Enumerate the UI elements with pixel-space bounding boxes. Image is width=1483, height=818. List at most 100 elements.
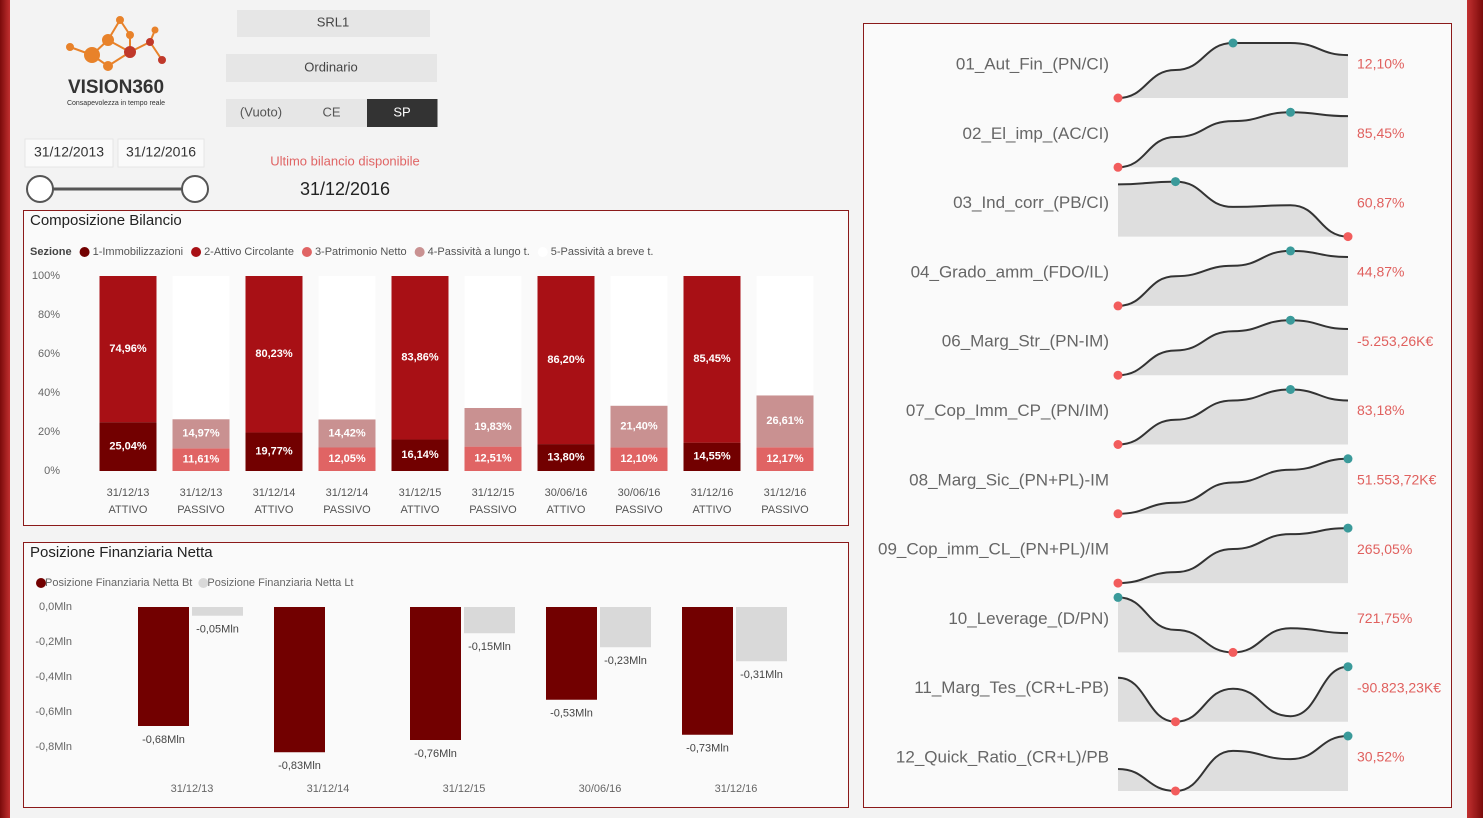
button-label: SP (393, 104, 410, 119)
sparkline (1117, 249, 1349, 307)
slider-handle[interactable] (26, 175, 54, 203)
bar-segment (610, 276, 668, 406)
logo (66, 16, 166, 71)
data-label: -0,23Mln (604, 655, 647, 667)
kpi-value: 60,87% (1357, 194, 1404, 210)
data-label: 16,14% (401, 449, 439, 461)
bar-segment (318, 447, 376, 471)
kpi-label: 09_Cop_imm_CL_(PN+PL)/IM (878, 540, 1109, 559)
data-label: 74,96% (109, 343, 147, 355)
sparkline-area (1118, 666, 1348, 722)
button[interactable] (367, 99, 438, 127)
date-to-box[interactable] (117, 138, 205, 168)
x-tick-label: ATTIVO (547, 504, 586, 516)
data-label: 83,86% (401, 352, 439, 364)
data-label: 13,80% (547, 451, 585, 463)
bar-segment (99, 276, 157, 423)
bar-segment (172, 419, 230, 449)
data-label: 12,05% (328, 453, 366, 465)
max-marker (1343, 454, 1353, 464)
x-tick-label: ATTIVO (693, 504, 732, 516)
sparkline (1117, 457, 1349, 515)
last-balance-date: 31/12/2016 (300, 179, 390, 199)
date-to: 31/12/2016 (126, 144, 196, 160)
logo-title: VISION360 (68, 77, 164, 98)
max-marker (1286, 107, 1295, 117)
x-tick-label: PASSIVO (323, 504, 371, 516)
x-tick-label: 31/12/14 (307, 783, 350, 795)
bar-segment (172, 276, 230, 420)
sparkline (1117, 319, 1349, 377)
x-tick-label: 31/12/14 (326, 487, 369, 499)
bar-segment (391, 276, 449, 440)
bar-segment (537, 276, 595, 445)
y-tick-label: 0,0Mln (39, 601, 72, 613)
legend-marker (36, 578, 46, 588)
button[interactable] (296, 99, 368, 127)
max-marker (1343, 523, 1353, 533)
sparkline (1117, 388, 1349, 446)
date-from: 31/12/2013 (34, 144, 104, 160)
sparkline (1117, 527, 1349, 585)
bar (546, 607, 597, 700)
date-from-box[interactable] (24, 138, 114, 168)
min-marker (1113, 162, 1123, 172)
x-tick-label: 31/12/13 (107, 487, 150, 499)
sparkline-area (1118, 597, 1348, 653)
legend-label: 5-Passività a breve t. (551, 246, 654, 258)
sparkline-area (1118, 528, 1348, 584)
data-label: 73,42% (182, 341, 220, 353)
bar-segment (756, 276, 814, 396)
sparkline-area (1118, 458, 1348, 514)
x-tick-label: 31/12/13 (180, 487, 223, 499)
legend-marker (198, 578, 209, 588)
y-tick-label: -0,8Mln (35, 741, 72, 753)
kpi-value: -90.823,23K€ (1357, 679, 1441, 695)
data-label: 61,22% (766, 330, 804, 342)
data-label: -0,76Mln (414, 748, 457, 760)
x-tick-label: ATTIVO (109, 504, 148, 516)
bar-segment (464, 275, 522, 408)
data-label: 12,17% (766, 453, 804, 465)
kpi-label: 01_Aut_Fin_(PN/CI) (956, 54, 1109, 73)
chart-title: Composizione Bilancio (30, 212, 182, 229)
data-label: 66,50% (620, 335, 658, 347)
sparkline-area (1118, 112, 1348, 168)
sparkline-area (1118, 181, 1348, 237)
sparkline (1117, 180, 1349, 238)
company-slicer[interactable] (237, 10, 430, 37)
data-label: 19,83% (474, 421, 512, 433)
bar-segment (610, 447, 668, 471)
x-tick-label: 31/12/13 (171, 783, 214, 795)
y-tick-label: 0% (44, 465, 60, 477)
min-marker (1113, 440, 1123, 449)
x-tick-label: ATTIVO (401, 504, 440, 516)
button-label: CE (322, 104, 340, 119)
x-tick-label: PASSIVO (761, 504, 809, 516)
sparkline (1117, 735, 1349, 793)
button[interactable] (226, 99, 297, 127)
min-marker (1228, 647, 1238, 657)
sparkline-area (1118, 736, 1348, 791)
y-tick-label: 20% (38, 426, 60, 438)
sparkline (1117, 111, 1349, 169)
data-label: 14,55% (693, 451, 731, 463)
last-balance-label: Ultimo bilancio disponibile (270, 153, 420, 168)
bar-segment (172, 448, 230, 471)
slider-handle[interactable] (181, 175, 209, 203)
max-marker (1343, 731, 1353, 741)
x-tick-label: 31/12/16 (764, 487, 807, 499)
bar (410, 607, 461, 740)
y-tick-label: -0,2Mln (35, 636, 72, 648)
x-tick-label: PASSIVO (615, 504, 663, 516)
type-slicer[interactable] (226, 54, 437, 82)
legend-title: Sezione (30, 246, 72, 258)
sparkline-area (1118, 389, 1348, 445)
data-label: 12,10% (620, 453, 658, 465)
type: Ordinario (304, 59, 357, 74)
data-label: 86,20% (547, 354, 585, 366)
bar (600, 607, 651, 648)
bar-segment (610, 405, 668, 448)
